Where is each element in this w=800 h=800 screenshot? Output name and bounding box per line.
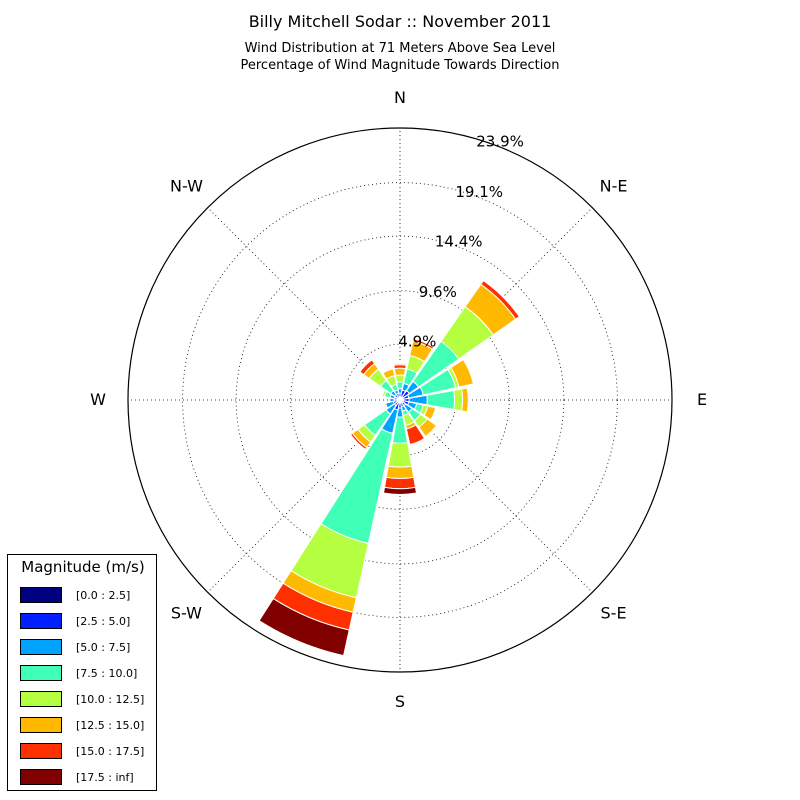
- direction-label-s-w: S-W: [171, 604, 202, 623]
- radial-gridline: [207, 399, 401, 593]
- wedge-sector-1-bin-6: [412, 338, 435, 350]
- direction-label-n-e: N-E: [600, 176, 628, 195]
- wedge-sector-8-bin-4: [387, 442, 413, 468]
- radial-tick-label: 14.4%: [435, 233, 483, 251]
- wedge-sector-8-bin-6: [383, 476, 417, 490]
- direction-label-e: E: [697, 390, 707, 409]
- direction-label-w: W: [90, 390, 106, 409]
- legend-swatch: [20, 665, 62, 681]
- grid-circle: [182, 182, 618, 618]
- radial-gridline: [399, 399, 593, 593]
- wedge-sector-13-bin-5: [380, 388, 386, 397]
- wedge-sector-10-bin-6: [349, 432, 368, 451]
- legend-label: [12.5 : 15.0]: [76, 719, 145, 732]
- wedge-sector-7-bin-6: [405, 424, 426, 446]
- direction-label-s-e: S-E: [601, 604, 627, 623]
- wedge-sector-2-bin-6: [480, 279, 521, 320]
- wedge-sector-5-bin-5: [423, 405, 437, 421]
- wedge-sector-0-bin-7: [393, 363, 407, 366]
- direction-label-s: S: [395, 692, 405, 711]
- legend-swatch: [20, 639, 62, 655]
- direction-label-n: N: [394, 88, 406, 107]
- legend-swatch: [20, 613, 62, 629]
- wedge-sector-4-bin-4: [453, 388, 464, 412]
- legend-label: [5.0 : 7.5]: [76, 641, 131, 654]
- wedge-sector-11-bin-5: [382, 402, 388, 410]
- grid-circle: [290, 290, 510, 510]
- legend-label: [17.5 : inf]: [76, 771, 134, 784]
- wedge-sector-14-bin-6: [359, 359, 376, 376]
- legend-label: [2.5 : 5.0]: [76, 615, 131, 628]
- legend-title: Magnitude (m/s): [21, 558, 145, 576]
- wedge-sector-8-bin-7: [382, 486, 418, 495]
- legend-label: [0.0 : 2.5]: [76, 589, 131, 602]
- radial-tick-label: 9.6%: [419, 283, 457, 301]
- wedge-sector-0-bin-5: [393, 367, 407, 376]
- legend-swatch: [20, 743, 62, 759]
- chart-subtitle-line-2: Percentage of Wind Magnitude Towards Dir…: [240, 58, 560, 73]
- radial-tick-label: 19.1%: [455, 183, 503, 201]
- chart-subtitle-line-1: Wind Distribution at 71 Meters Above Sea…: [244, 41, 556, 56]
- outer-circle: [127, 127, 673, 673]
- wedge-sector-9-bin-7: [258, 597, 350, 657]
- radial-tick-label: 23.9%: [476, 133, 524, 151]
- legend: Magnitude (m/s) [0.0 : 2.5] [2.5 : 5.0] [5…: [7, 554, 157, 791]
- wedge-sector-3-bin-5: [450, 358, 474, 388]
- chart-title: Billy Mitchell Sodar :: November 2011: [248, 12, 552, 31]
- wedge-sector-15-bin-5: [382, 368, 396, 380]
- grid-circle: [235, 235, 565, 565]
- wedge-sector-4-bin-5: [461, 387, 469, 413]
- legend-swatch: [20, 587, 62, 603]
- direction-label-n-w: N-W: [170, 176, 203, 195]
- legend-label: [7.5 : 10.0]: [76, 667, 138, 680]
- legend-swatch: [20, 691, 62, 707]
- legend-label: [15.0 : 17.5]: [76, 745, 145, 758]
- legend-swatch: [20, 717, 62, 733]
- legend-label: [10.0 : 12.5]: [76, 693, 145, 706]
- wedge-sector-6-bin-6: [424, 424, 439, 439]
- wedge-sector-8-bin-5: [385, 465, 415, 480]
- legend-swatch: [20, 769, 62, 785]
- radial-tick-label: 4.9%: [398, 332, 436, 350]
- wedge-sector-9-bin-3: [320, 428, 394, 544]
- radial-gridline: [207, 207, 401, 401]
- wedge-sector-12-bin-3: [388, 397, 391, 403]
- wedge-sector-0-bin-4: [395, 374, 405, 383]
